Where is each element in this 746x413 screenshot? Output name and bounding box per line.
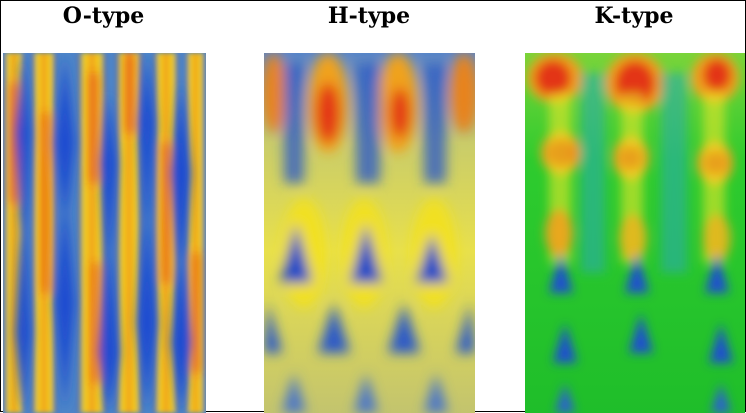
panel-title-k-type: K-type bbox=[594, 3, 674, 29]
k-type-heatmap bbox=[525, 53, 745, 413]
panel-k-type bbox=[525, 53, 745, 413]
o-type-heatmap bbox=[3, 53, 206, 413]
panel-title-h-type: H-type bbox=[327, 3, 411, 29]
h-type-heatmap bbox=[264, 53, 475, 413]
panel-h-type bbox=[264, 53, 475, 413]
panel-o-type bbox=[3, 53, 206, 413]
panel-title-o-type: O-type bbox=[62, 3, 145, 29]
